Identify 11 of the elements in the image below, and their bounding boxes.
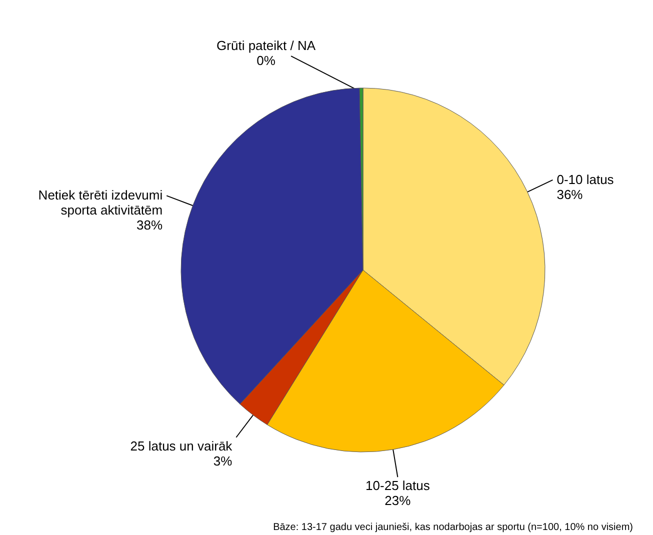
slice-label: Grūti pateikt / NA bbox=[216, 38, 316, 54]
data-label: 3% bbox=[213, 453, 233, 468]
slice-label: Netiek tērēti izdevumi sporta aktivitātēm bbox=[38, 188, 163, 218]
data-label: 0% bbox=[256, 53, 276, 68]
slice-label: 25 latus un vairāk bbox=[130, 438, 233, 454]
text: Bāze: 13-17 gadu veci jaunieši, kas nodarbojas ar sportu (n=100, 10% no visiem) bbox=[273, 522, 633, 533]
data-label: 36% bbox=[556, 186, 584, 202]
slice-label: 0-10 latus bbox=[556, 172, 614, 187]
slice-label: 10-25 latus bbox=[366, 478, 430, 494]
data-label: 23% bbox=[384, 493, 412, 508]
data-label: 38% bbox=[136, 218, 164, 233]
